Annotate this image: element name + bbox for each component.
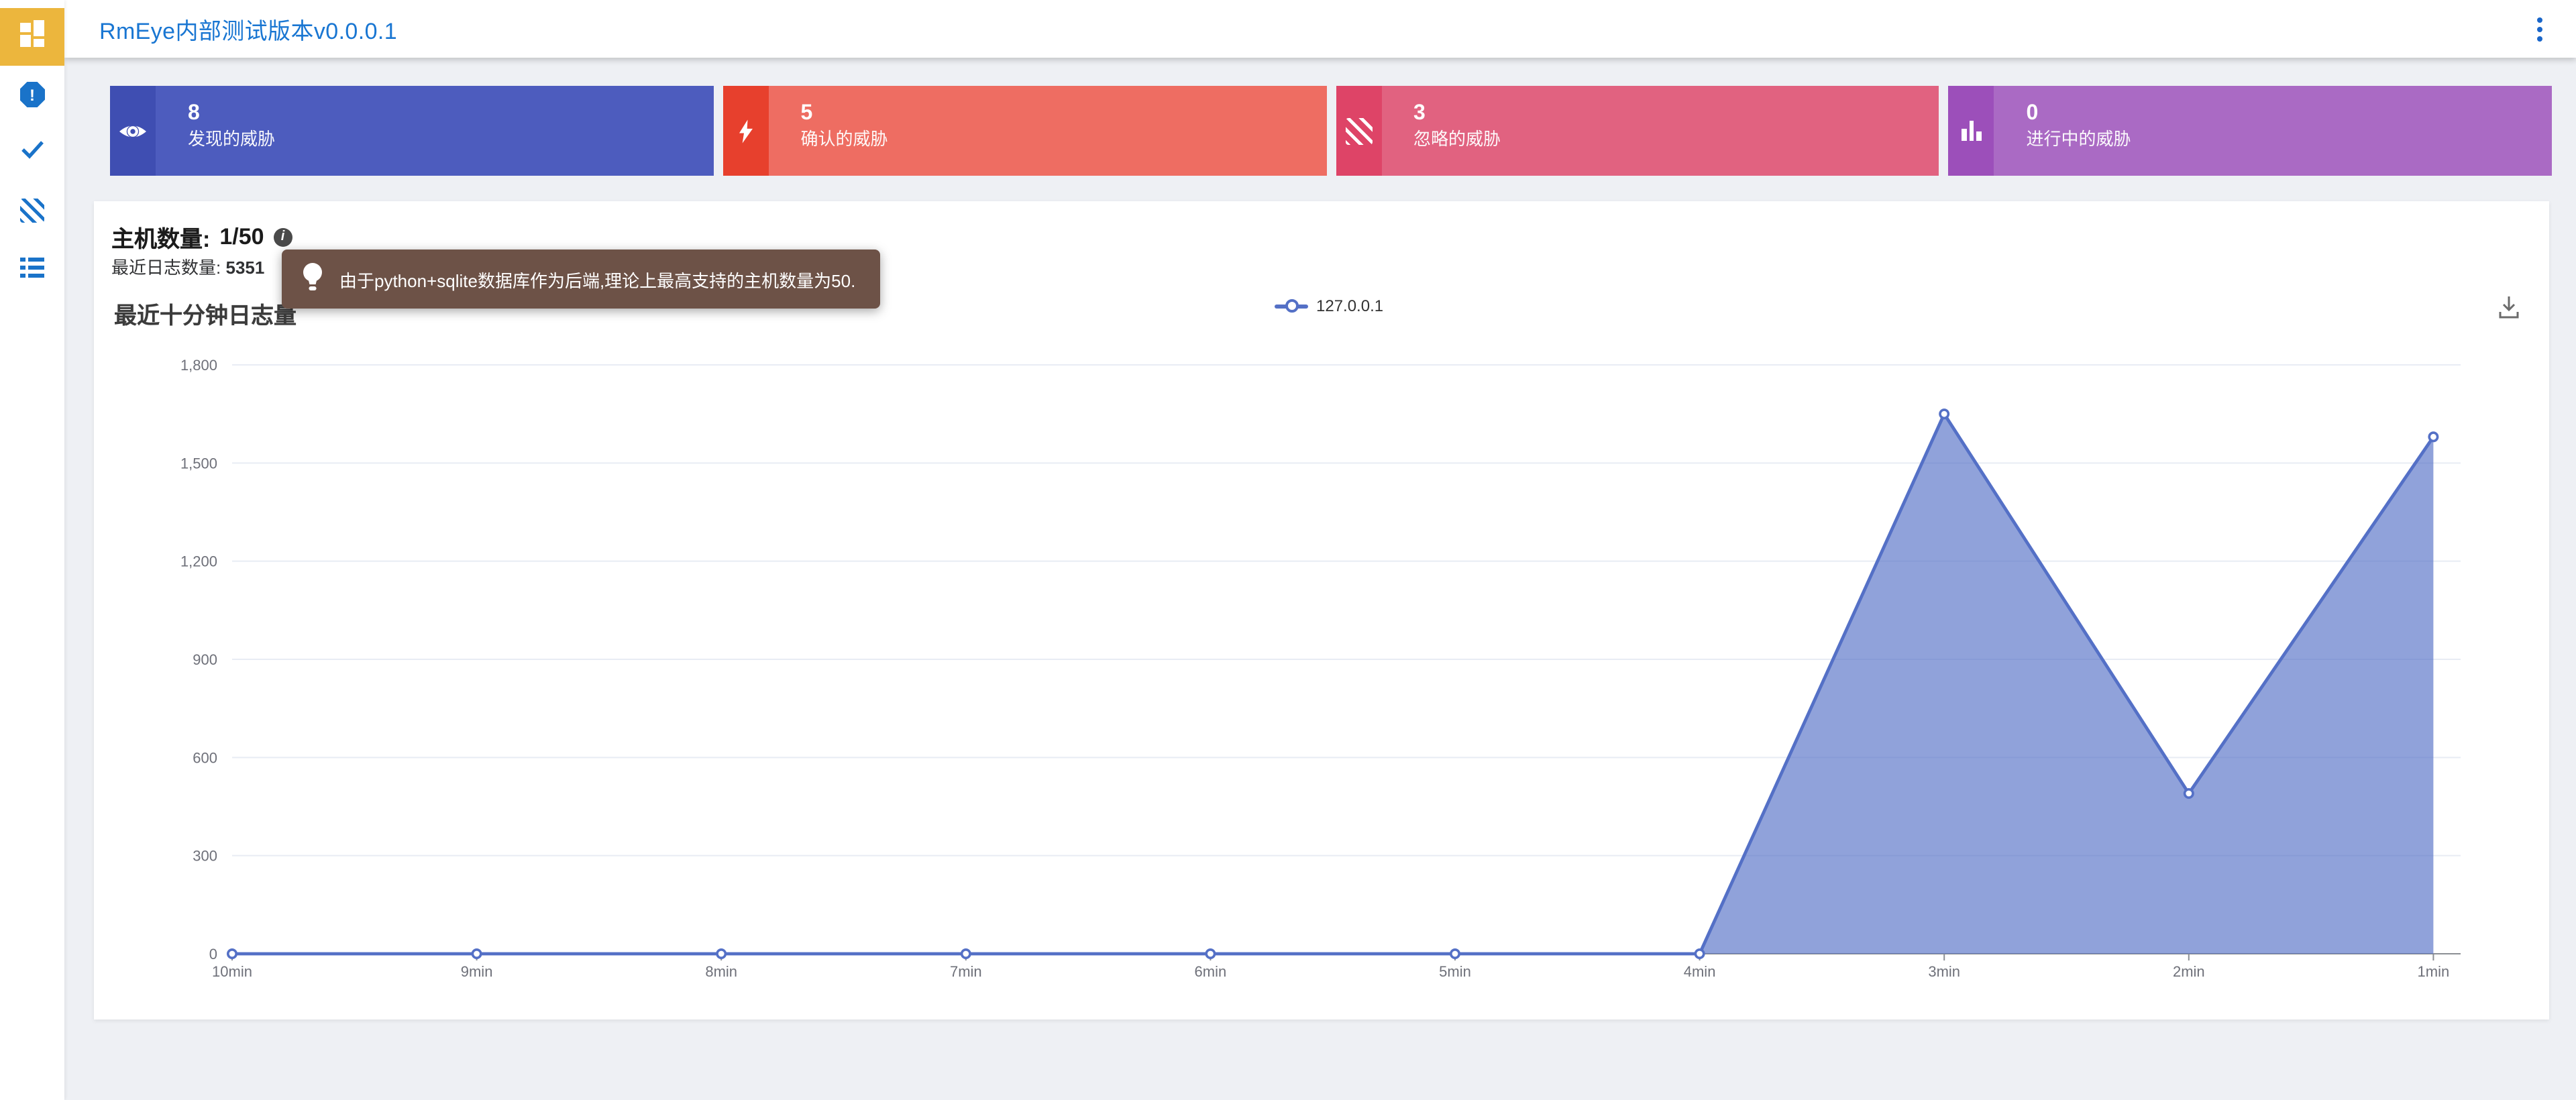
svg-text:10min: 10min — [212, 963, 252, 980]
list-icon — [20, 258, 44, 278]
log-chart-svg: 0 300 600 900 1,200 1,500 1,800 10min 9min 8min 7m… — [180, 357, 2461, 980]
svg-text:3min: 3min — [1928, 963, 1960, 980]
svg-text:900: 900 — [193, 651, 217, 668]
svg-text:300: 300 — [193, 848, 217, 865]
stat-value: 8 — [188, 102, 200, 125]
sidebar-item-alerts[interactable]: ! — [0, 66, 64, 123]
stat-card-discovered[interactable]: 8 发现的威胁 — [110, 86, 714, 176]
chart-title: 最近十分钟日志量 — [114, 303, 297, 329]
log-count-value: 5351 — [225, 258, 265, 278]
dashboard-grid-icon — [19, 20, 46, 54]
sidebar: ! — [0, 0, 64, 1100]
stat-value: 3 — [1413, 102, 1426, 125]
host-count-label: 主机数量: — [111, 227, 211, 252]
svg-text:8min: 8min — [705, 963, 737, 980]
stat-label: 确认的威胁 — [800, 129, 888, 149]
svg-text:1,500: 1,500 — [180, 455, 217, 472]
kebab-menu-icon[interactable] — [2533, 13, 2546, 45]
tooltip-text: 由于python+sqlite数据库作为后端,理论上最高支持的主机数量为50. — [339, 270, 856, 290]
page-title: RmEye内部测试版本v0.0.0.1 — [99, 19, 398, 44]
host-count-value: 1/50 — [219, 223, 264, 249]
svg-text:0: 0 — [209, 946, 217, 963]
svg-text:1min: 1min — [2418, 963, 2450, 980]
lightbulb-icon — [298, 260, 327, 298]
stat-value: 0 — [2026, 102, 2039, 125]
alert-octagon-icon: ! — [19, 82, 45, 107]
svg-text:5min: 5min — [1439, 963, 1471, 980]
svg-text:600: 600 — [193, 749, 217, 766]
stat-card-inprogress[interactable]: 0 进行中的威胁 — [1948, 86, 2552, 176]
sidebar-item-confirmed[interactable] — [0, 123, 64, 181]
check-icon — [19, 135, 46, 169]
legend-line-marker-icon — [1275, 298, 1308, 313]
host-count-line: 主机数量: 1/50 i — [111, 220, 292, 254]
sidebar-item-ignored[interactable] — [0, 181, 64, 239]
diagonal-stripes-icon — [1345, 117, 1372, 144]
stat-card-confirmed[interactable]: 5 确认的威胁 — [722, 86, 1326, 176]
stat-label: 发现的威胁 — [188, 129, 276, 149]
stat-cards-row: 8 发现的威胁 5 确认的威胁 3 忽略的威胁 — [110, 86, 2552, 176]
svg-text:6min: 6min — [1195, 963, 1227, 980]
svg-text:4min: 4min — [1684, 963, 1716, 980]
stat-card-ignored[interactable]: 3 忽略的威胁 — [1336, 86, 1939, 176]
stat-label: 忽略的威胁 — [1413, 129, 1501, 149]
sidebar-item-dashboard[interactable] — [0, 8, 64, 66]
diagonal-stripes-icon — [20, 198, 44, 222]
info-icon[interactable]: i — [273, 227, 292, 246]
download-icon[interactable] — [2496, 294, 2522, 321]
bar-chart-icon — [1962, 121, 1981, 141]
host-tooltip: 由于python+sqlite数据库作为后端,理论上最高支持的主机数量为50. — [282, 250, 880, 309]
svg-text:2min: 2min — [2173, 963, 2205, 980]
sidebar-item-list[interactable] — [0, 239, 64, 296]
app-header: RmEye内部测试版本v0.0.0.1 — [64, 0, 2576, 58]
chart-legend[interactable]: 127.0.0.1 — [1275, 296, 1383, 315]
svg-text:1,200: 1,200 — [180, 553, 217, 570]
main-panel: 0 300 600 900 1,200 1,500 1,800 10min 9min 8min 7m… — [94, 201, 2549, 1020]
legend-series-label: 127.0.0.1 — [1316, 296, 1384, 315]
log-count-label: 最近日志数量: — [111, 258, 221, 278]
svg-text:7min: 7min — [950, 963, 982, 980]
stat-value: 5 — [800, 102, 813, 125]
eye-icon — [110, 86, 156, 176]
lightning-icon — [722, 86, 769, 176]
svg-text:9min: 9min — [461, 963, 493, 980]
svg-text:1,800: 1,800 — [180, 357, 217, 374]
stat-label: 进行中的威胁 — [2026, 129, 2131, 149]
log-count-line: 最近日志数量: 5351 — [111, 254, 264, 279]
